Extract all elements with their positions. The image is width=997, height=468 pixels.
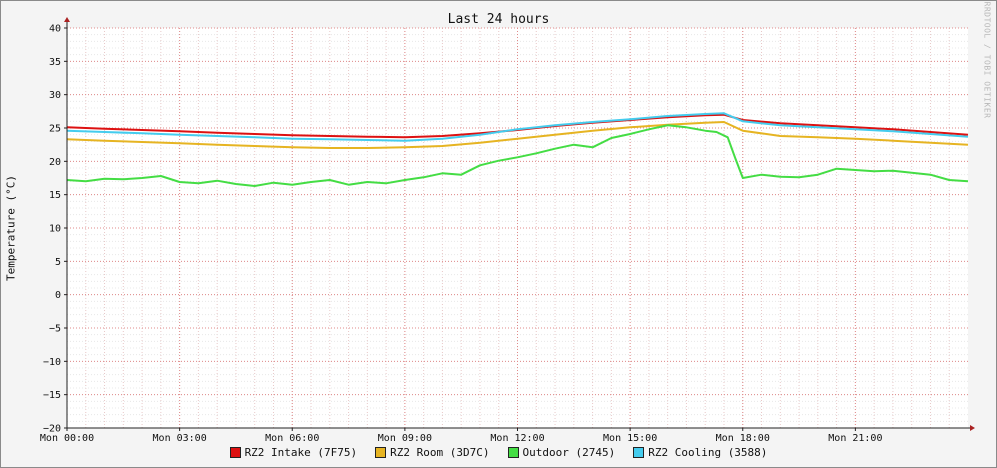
y-tick-label: −20: [43, 424, 61, 435]
legend-swatch: [229, 447, 241, 458]
legend-item: RZ2 Intake (7F75): [229, 446, 358, 459]
y-tick-label: −5: [49, 324, 61, 335]
x-tick-label: Mon 09:00: [378, 433, 432, 444]
y-tick-label: 15: [49, 190, 61, 201]
axes: [64, 17, 975, 431]
series-line: [66, 124, 969, 187]
legend-swatch: [375, 447, 387, 458]
x-tick-label: Mon 00:00: [40, 433, 94, 444]
y-tick-label: 20: [49, 157, 61, 168]
series-line: [66, 112, 969, 142]
legend-item: RZ2 Cooling (3588): [633, 446, 767, 459]
x-tick-label: Mon 21:00: [828, 433, 882, 444]
y-tick-label: 10: [49, 224, 61, 235]
y-tick-label: −15: [43, 390, 61, 401]
x-tick-label: Mon 06:00: [265, 433, 319, 444]
legend-label: RZ2 Room (3D7C): [390, 446, 490, 459]
y-tick-label: 35: [49, 57, 61, 68]
series-line: [66, 121, 969, 149]
legend: RZ2 Intake (7F75) RZ2 Room (3D7C) Outdoor …: [0, 446, 997, 459]
y-tick-label: 30: [49, 90, 61, 101]
x-tick-label: Mon 12:00: [490, 433, 544, 444]
y-tick-label: 25: [49, 124, 61, 135]
x-axis-arrow: [970, 425, 975, 431]
legend-item: RZ2 Room (3D7C): [375, 446, 490, 459]
legend-label: RZ2 Intake (7F75): [244, 446, 358, 459]
y-tick-label: 0: [55, 290, 61, 301]
x-tick-labels: Mon 00:00 Mon 03:00 Mon 06:00 Mon 09:00 Mon …: [40, 433, 883, 444]
y-tick-label: 5: [55, 257, 61, 268]
y-axis-arrow: [64, 17, 70, 22]
y-tick-labels: 40 35 30 25 20 15 10 5 0 −5 −10 −15 −20: [43, 24, 61, 435]
x-tick-label: Mon 03:00: [153, 433, 207, 444]
legend-item: Outdoor (2745): [507, 446, 616, 459]
chart-title: Last 24 hours: [447, 12, 550, 27]
y-tick-label: 40: [49, 24, 61, 35]
legend-swatch: [633, 447, 645, 458]
grid: [66, 27, 968, 429]
x-tick-label: Mon 15:00: [603, 433, 657, 444]
x-tick-label: Mon 18:00: [716, 433, 770, 444]
legend-label: Outdoor (2745): [522, 446, 616, 459]
series-lines: [66, 112, 969, 187]
y-tick-label: −10: [43, 357, 61, 368]
legend-swatch: [507, 447, 519, 458]
legend-label: RZ2 Cooling (3588): [648, 446, 768, 459]
